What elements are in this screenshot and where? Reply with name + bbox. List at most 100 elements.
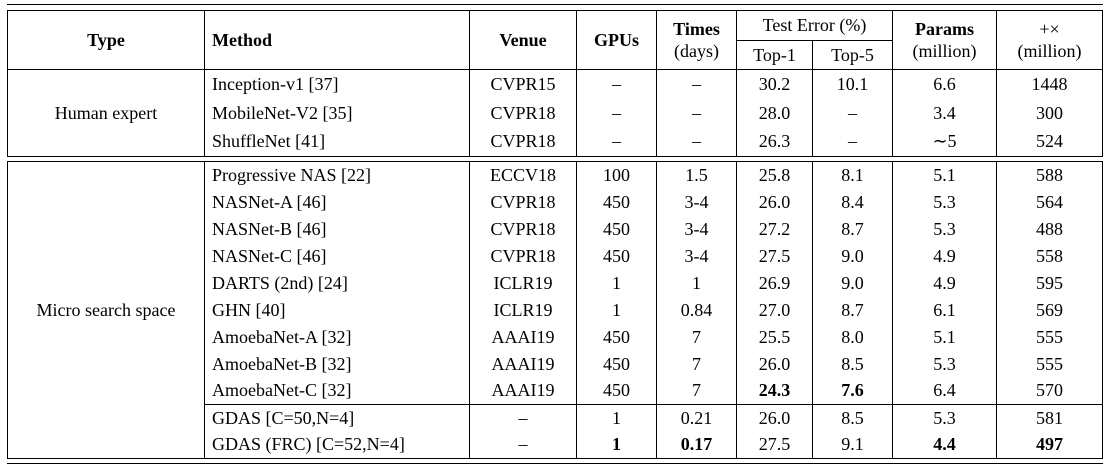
- cell-top1: 28.0: [736, 98, 813, 128]
- cell-madds: 595: [996, 269, 1103, 297]
- cell-top1: 27.0: [736, 296, 813, 324]
- cell-top1: 26.9: [736, 269, 813, 297]
- cell-top1: 27.5: [736, 242, 813, 270]
- cell-top5: 9.1: [812, 431, 893, 459]
- cell-params: 5.1: [892, 161, 997, 189]
- cell-times: 3-4: [656, 242, 737, 270]
- col-header-params-line1: Params: [915, 18, 974, 39]
- col-header-params: Params (million): [892, 10, 998, 70]
- col-header-params-line2: (million): [912, 41, 977, 61]
- cell-method: NASNet-B [46]: [204, 215, 470, 243]
- cell-params: 4.9: [892, 242, 997, 270]
- cell-params: 6.4: [892, 377, 997, 405]
- cell-venue: AAAI19: [469, 377, 577, 405]
- col-header-method: Method: [204, 10, 470, 70]
- cell-top5: 8.0: [812, 323, 893, 351]
- cell-times: –: [656, 69, 737, 99]
- cell-madds: 558: [996, 242, 1103, 270]
- row-group-label: Micro search space: [7, 161, 205, 459]
- cell-method: DARTS (2nd) [24]: [204, 269, 470, 297]
- cell-params: 4.4: [892, 431, 997, 459]
- cell-params: 4.9: [892, 269, 997, 297]
- cell-times: 7: [656, 323, 737, 351]
- cell-gpus: 1: [576, 431, 657, 459]
- col-header-multiply-adds: +× (million): [996, 10, 1103, 70]
- cell-top1: 25.8: [736, 161, 813, 189]
- cell-params: ∼5: [892, 127, 998, 157]
- table-row: Human expert Inception-v1 [37] CVPR15– –30.…: [7, 69, 1103, 157]
- cell-top5: 8.7: [812, 296, 893, 324]
- cell-times: 1.5: [656, 161, 737, 189]
- table-row: DARTS (2nd) [24] ICLR19 1 1 26.9 9.0 4.9 595: [8, 269, 1103, 297]
- cell-top1: 26.0: [736, 404, 813, 432]
- cell-method: NASNet-A [46]: [204, 188, 470, 216]
- results-table-micro-section: Micro search space Progressive NAS [22] EC…: [7, 161, 1103, 459]
- header-row-2: Top-1 Top-5: [8, 40, 1103, 70]
- cell-top5: 8.1: [812, 161, 893, 189]
- cell-times: –: [656, 98, 737, 128]
- table-row: Micro search space Progressive NAS [22] EC…: [7, 161, 1103, 459]
- cell-gpus: 450: [576, 350, 657, 378]
- cell-madds: 300: [996, 98, 1103, 128]
- cell-madds: 588: [996, 161, 1103, 189]
- cell-venue: ICLR19: [469, 296, 577, 324]
- col-header-times-line2: (days): [674, 41, 719, 61]
- cell-madds: 1448: [996, 69, 1103, 99]
- col-header-test-error: Test Error (%): [735, 10, 894, 41]
- cell-madds: 569: [996, 296, 1103, 324]
- cell-times: 1: [656, 269, 737, 297]
- table-row: ShuffleNet [41] CVPR18– –26.3– ∼5 524: [8, 127, 1103, 157]
- cell-times: 0.21: [656, 404, 737, 432]
- cell-gpus: 100: [576, 161, 657, 189]
- cell-times: 3-4: [656, 215, 737, 243]
- table-row: AmoebaNet-C [32] AAAI19 450 7 24.3 7.6 6.4 570: [8, 377, 1103, 405]
- cell-top1: 24.3: [736, 377, 813, 405]
- cell-gpus: 450: [576, 215, 657, 243]
- col-header-venue: Venue: [469, 10, 577, 70]
- cell-gpus: 1: [576, 296, 657, 324]
- cell-gpus: –: [576, 98, 657, 128]
- cell-venue: CVPR18: [469, 215, 577, 243]
- table-row: GHN [40] ICLR19 1 0.84 27.0 8.7 6.1 569: [8, 296, 1103, 324]
- cell-method: AmoebaNet-B [32]: [204, 350, 470, 378]
- section-human-expert: Human expert Inception-v1 [37] CVPR15– –30.…: [7, 69, 1103, 157]
- cell-times: 7: [656, 350, 737, 378]
- cell-times: 0.84: [656, 296, 737, 324]
- table-row: AmoebaNet-A [32] AAAI19 450 7 25.5 8.0 5.1 555: [8, 323, 1103, 351]
- cell-method: GDAS [C=50,N=4]: [204, 404, 470, 432]
- cell-gpus: 1: [576, 269, 657, 297]
- table-row: GDAS [C=50,N=4] –1 0.21 26.0 8.5 5.3 581: [8, 404, 1103, 432]
- cell-method: Inception-v1 [37]: [204, 69, 470, 99]
- cell-top5: 7.6: [812, 377, 893, 405]
- cell-venue: AAAI19: [469, 323, 577, 351]
- cell-madds: 564: [996, 188, 1103, 216]
- cell-times: –: [656, 127, 737, 157]
- cell-gpus: 450: [576, 242, 657, 270]
- row-group-label: Human expert: [7, 69, 205, 157]
- cell-venue: ECCV18: [469, 161, 577, 189]
- cell-venue: ICLR19: [469, 269, 577, 297]
- cell-madds: 581: [996, 404, 1103, 432]
- cell-params: 5.3: [892, 350, 997, 378]
- cell-method: NASNet-C [46]: [204, 242, 470, 270]
- header-row-1: Type Method Venue GPUs Times (days) Test…: [7, 10, 1103, 70]
- cell-venue: –: [469, 431, 577, 459]
- col-header-multiply-adds-line2: (million): [1017, 41, 1082, 61]
- cell-venue: CVPR18: [469, 188, 577, 216]
- cell-top5: 9.0: [812, 269, 893, 297]
- cell-venue: CVPR18: [469, 98, 577, 128]
- bottom-outer-rule: [7, 463, 1103, 464]
- section-micro-search-space: Micro search space Progressive NAS [22] EC…: [7, 161, 1103, 459]
- cell-venue: –: [469, 404, 577, 432]
- col-header-gpus: GPUs: [576, 10, 657, 70]
- cell-top1: 27.2: [736, 215, 813, 243]
- results-table-header-and-human-section: Type Method Venue GPUs Times (days) Test…: [7, 10, 1103, 157]
- cell-times: 3-4: [656, 188, 737, 216]
- cell-top1: 26.0: [736, 188, 813, 216]
- table-row: GDAS (FRC) [C=52,N=4] –1 0.17 27.5 9.1 4.4 497: [8, 431, 1103, 459]
- table-row: NASNet-B [46] CVPR18 450 3-4 27.2 8.7 5.3 488: [8, 215, 1103, 243]
- cell-gpus: 1: [576, 404, 657, 432]
- cell-method: GDAS (FRC) [C=52,N=4]: [204, 431, 470, 459]
- cell-madds: 524: [996, 127, 1103, 157]
- cell-madds: 555: [996, 323, 1103, 351]
